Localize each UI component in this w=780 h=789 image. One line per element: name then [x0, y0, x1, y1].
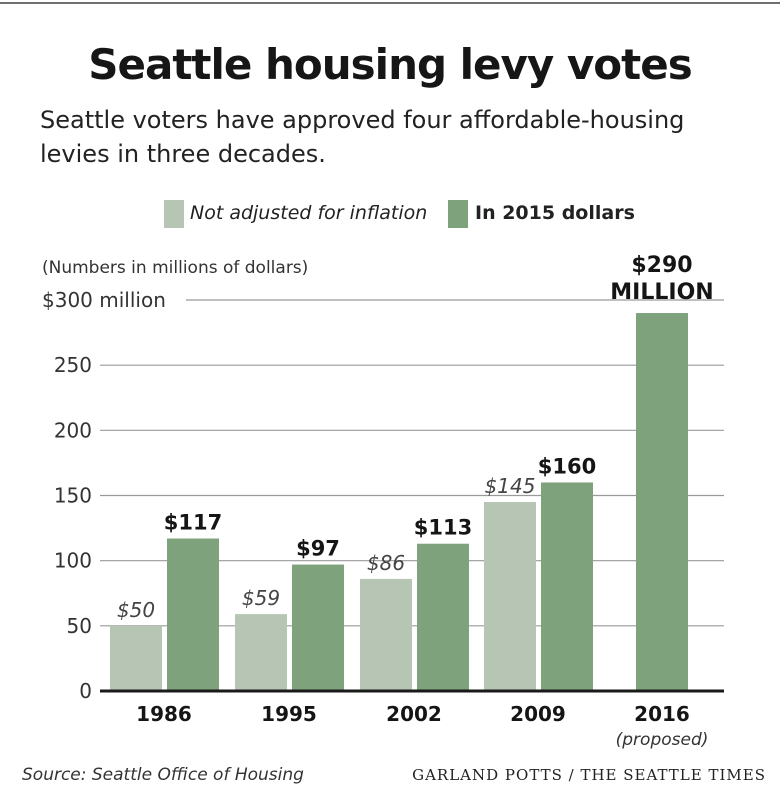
x-tick-label: 1995 [261, 702, 317, 726]
y-tick-label: 100 [54, 549, 92, 573]
data-label-real-1995: $97 [296, 537, 340, 561]
chart-subtitle: Seattle voters have approved four afford… [40, 106, 685, 168]
bar-real-2016 [636, 313, 688, 691]
data-label-real-2009: $160 [538, 454, 596, 478]
y-tick-label: 150 [54, 484, 92, 508]
x-tick-label: 2009 [510, 702, 566, 726]
bar-nominal-1995 [235, 614, 287, 691]
top-rule [0, 2, 780, 4]
credit-line: GARLAND POTTS / THE SEATTLE TIMES [412, 766, 766, 784]
data-label-nominal-2009: $145 [485, 474, 536, 498]
bar-real-2009 [541, 482, 593, 691]
source-note: Source: Seattle Office of Housing [22, 765, 304, 785]
bar-real-2002 [417, 543, 469, 691]
data-label-nominal-1986: $50 [117, 598, 155, 622]
y-tick-label: 0 [79, 679, 92, 703]
highlight-value-label: $290 [631, 253, 692, 278]
x-tick-label: 2002 [386, 702, 442, 726]
legend-swatch-nominal [164, 200, 184, 228]
y-tick-label: $300 million [42, 288, 166, 312]
legend: Not adjusted for inflation In 2015 dolla… [0, 196, 780, 232]
chart-title: Seattle housing levy votes [88, 40, 692, 89]
data-label-nominal-1995: $59 [242, 586, 280, 610]
bar-nominal-2009 [484, 502, 536, 691]
y-tick-label: 200 [54, 418, 92, 442]
y-tick-label: 250 [54, 353, 92, 377]
bar-real-1995 [292, 564, 344, 691]
legend-swatch-real [448, 200, 468, 228]
bar-real-1986 [167, 538, 219, 691]
data-label-nominal-2002: $86 [367, 551, 405, 575]
data-label-real-2002: $113 [414, 516, 472, 540]
highlight-unit-label: MILLION [610, 280, 713, 305]
x-tick-sublabel: (proposed) [616, 730, 709, 750]
y-tick-label: 50 [67, 614, 92, 638]
legend-label-nominal: Not adjusted for inflation [190, 202, 428, 224]
x-tick-label: 1986 [136, 702, 192, 726]
bar-nominal-2002 [360, 578, 412, 691]
data-label-real-1986: $117 [164, 511, 222, 535]
legend-label-real: In 2015 dollars [475, 202, 635, 224]
units-note: (Numbers in millions of dollars) [42, 258, 309, 278]
x-tick-label: 2016 [634, 702, 690, 726]
bar-nominal-1986 [110, 625, 162, 691]
